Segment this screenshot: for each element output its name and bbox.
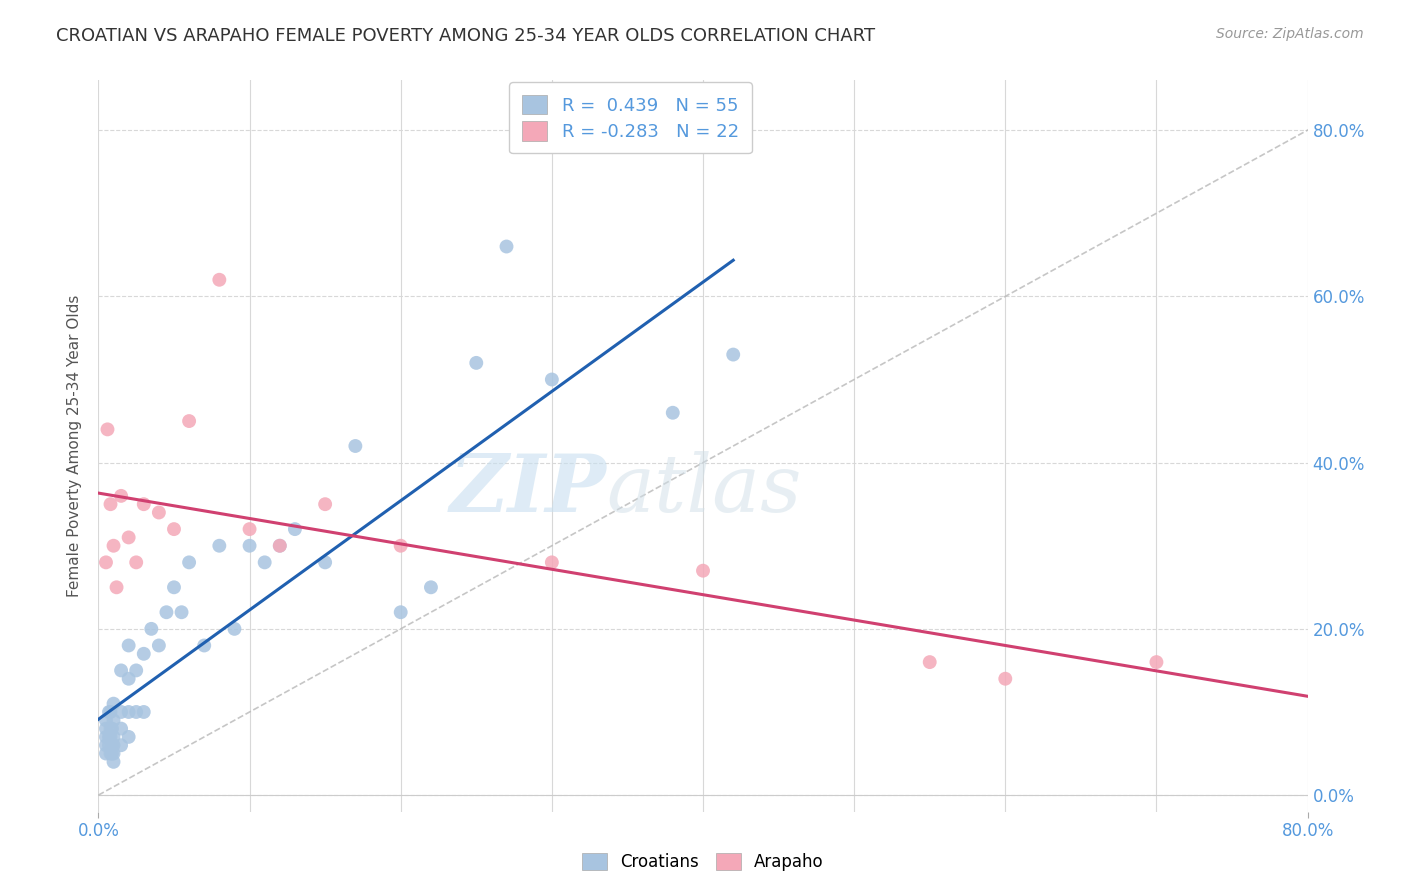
Point — [132, 497, 155, 511]
Point — [540, 372, 562, 386]
Point — [125, 664, 148, 678]
Point — [100, 705, 122, 719]
Point — [132, 647, 155, 661]
Point — [132, 705, 155, 719]
Point — [103, 730, 125, 744]
Point — [193, 639, 215, 653]
Point — [208, 539, 231, 553]
Point — [98, 705, 121, 719]
Point — [661, 406, 683, 420]
Point — [94, 722, 117, 736]
Point — [103, 539, 125, 553]
Point — [495, 239, 517, 253]
Point — [105, 580, 128, 594]
Point — [314, 497, 336, 511]
Point — [224, 622, 246, 636]
Point — [103, 714, 125, 728]
Point — [155, 605, 177, 619]
Point — [118, 639, 141, 653]
Point — [148, 639, 170, 653]
Point — [101, 747, 124, 761]
Point — [94, 730, 117, 744]
Legend: Croatians, Arapaho: Croatians, Arapaho — [574, 845, 832, 880]
Point — [125, 555, 148, 569]
Point — [314, 555, 336, 569]
Point — [103, 747, 125, 761]
Point — [103, 697, 125, 711]
Point — [118, 672, 141, 686]
Point — [110, 738, 132, 752]
Point — [103, 755, 125, 769]
Point — [110, 664, 132, 678]
Point — [163, 580, 186, 594]
Point — [118, 530, 141, 544]
Point — [1144, 655, 1167, 669]
Point — [239, 539, 262, 553]
Legend: R =  0.439   N = 55, R = -0.283   N = 22: R = 0.439 N = 55, R = -0.283 N = 22 — [509, 82, 752, 153]
Point — [389, 539, 412, 553]
Point — [269, 539, 291, 553]
Point — [110, 722, 132, 736]
Point — [179, 414, 201, 428]
Point — [170, 605, 193, 619]
Point — [163, 522, 186, 536]
Point — [98, 730, 121, 744]
Point — [344, 439, 367, 453]
Point — [141, 622, 163, 636]
Point — [98, 738, 121, 752]
Point — [100, 497, 122, 511]
Point — [94, 555, 117, 569]
Point — [148, 506, 170, 520]
Point — [118, 705, 141, 719]
Point — [420, 580, 443, 594]
Point — [103, 738, 125, 752]
Point — [465, 356, 488, 370]
Point — [100, 730, 122, 744]
Point — [239, 522, 262, 536]
Point — [179, 555, 201, 569]
Text: CROATIAN VS ARAPAHO FEMALE POVERTY AMONG 25-34 YEAR OLDS CORRELATION CHART: CROATIAN VS ARAPAHO FEMALE POVERTY AMONG… — [56, 27, 876, 45]
Point — [94, 747, 117, 761]
Point — [994, 672, 1017, 686]
Point — [723, 347, 745, 362]
Point — [118, 730, 141, 744]
Point — [100, 747, 122, 761]
Y-axis label: Female Poverty Among 25-34 Year Olds: Female Poverty Among 25-34 Year Olds — [67, 295, 83, 597]
Point — [389, 605, 412, 619]
Point — [94, 714, 117, 728]
Point — [284, 522, 307, 536]
Text: atlas: atlas — [606, 451, 801, 529]
Point — [110, 705, 132, 719]
Text: ZIP: ZIP — [450, 451, 606, 529]
Point — [253, 555, 276, 569]
Point — [125, 705, 148, 719]
Point — [101, 738, 124, 752]
Text: Source: ZipAtlas.com: Source: ZipAtlas.com — [1216, 27, 1364, 41]
Point — [540, 555, 562, 569]
Point — [96, 422, 118, 436]
Point — [110, 489, 132, 503]
Point — [208, 273, 231, 287]
Point — [94, 738, 117, 752]
Point — [101, 722, 124, 736]
Point — [100, 722, 122, 736]
Point — [918, 655, 941, 669]
Point — [692, 564, 714, 578]
Point — [269, 539, 291, 553]
